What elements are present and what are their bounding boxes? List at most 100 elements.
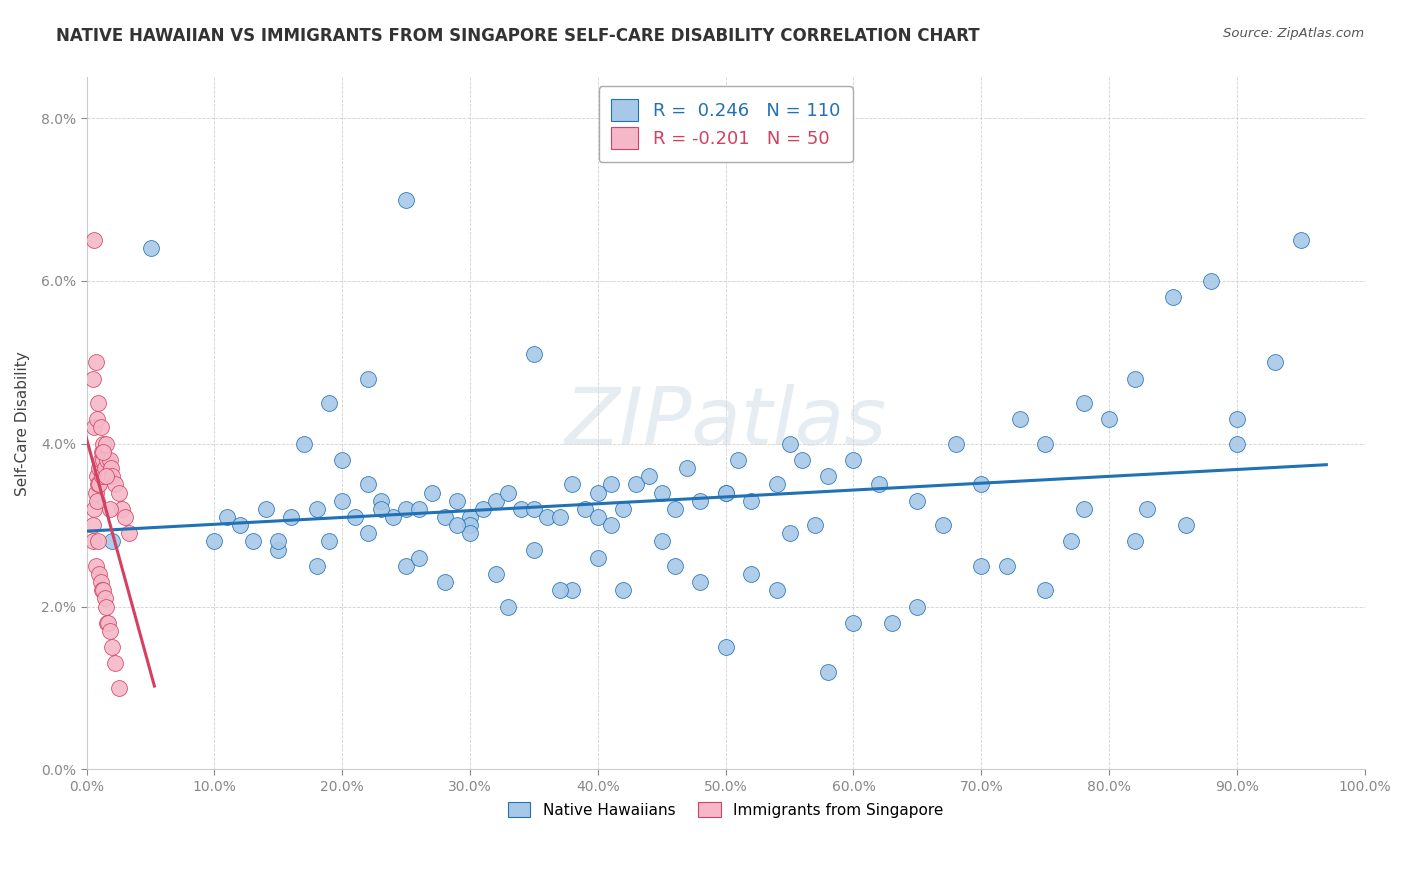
- Point: [498, 485, 520, 500]
- Point: [905, 493, 928, 508]
- Point: [599, 477, 621, 491]
- Point: [1174, 518, 1197, 533]
- Point: [91, 583, 114, 598]
- Point: [727, 453, 749, 467]
- Point: [868, 477, 890, 491]
- Point: [370, 493, 392, 508]
- Point: [84, 355, 107, 369]
- Point: [586, 510, 609, 524]
- Point: [104, 477, 127, 491]
- Point: [651, 534, 673, 549]
- Point: [357, 477, 380, 491]
- Point: [523, 501, 546, 516]
- Point: [83, 501, 105, 516]
- Point: [574, 501, 596, 516]
- Point: [548, 510, 571, 524]
- Point: [97, 469, 120, 483]
- Point: [89, 461, 111, 475]
- Point: [689, 493, 711, 508]
- Point: [624, 477, 647, 491]
- Point: [817, 469, 839, 483]
- Point: [1201, 274, 1223, 288]
- Point: [382, 510, 405, 524]
- Point: [995, 558, 1018, 573]
- Point: [740, 566, 762, 581]
- Point: [357, 526, 380, 541]
- Point: [740, 493, 762, 508]
- Point: [765, 477, 787, 491]
- Point: [98, 501, 121, 516]
- Text: ZIPatlas: ZIPatlas: [565, 384, 887, 462]
- Point: [395, 558, 418, 573]
- Point: [292, 436, 315, 450]
- Point: [932, 518, 955, 533]
- Point: [89, 477, 111, 491]
- Point: [714, 485, 737, 500]
- Point: [804, 518, 827, 533]
- Point: [90, 453, 112, 467]
- Point: [779, 526, 801, 541]
- Point: [87, 396, 110, 410]
- Point: [1073, 501, 1095, 516]
- Point: [1123, 534, 1146, 549]
- Point: [280, 510, 302, 524]
- Point: [107, 485, 129, 500]
- Point: [765, 583, 787, 598]
- Point: [357, 371, 380, 385]
- Point: [89, 566, 111, 581]
- Point: [254, 501, 277, 516]
- Point: [1073, 396, 1095, 410]
- Point: [612, 583, 634, 598]
- Point: [114, 510, 136, 524]
- Point: [94, 469, 117, 483]
- Point: [242, 534, 264, 549]
- Point: [880, 615, 903, 630]
- Point: [267, 534, 290, 549]
- Point: [395, 501, 418, 516]
- Point: [305, 558, 328, 573]
- Point: [101, 640, 124, 655]
- Point: [485, 566, 508, 581]
- Point: [420, 485, 443, 500]
- Point: [118, 526, 141, 541]
- Point: [98, 624, 121, 638]
- Point: [471, 501, 494, 516]
- Point: [94, 599, 117, 614]
- Point: [446, 518, 468, 533]
- Point: [664, 558, 686, 573]
- Point: [267, 542, 290, 557]
- Point: [82, 534, 104, 549]
- Point: [842, 615, 865, 630]
- Point: [1008, 412, 1031, 426]
- Point: [945, 436, 967, 450]
- Point: [1289, 233, 1312, 247]
- Point: [98, 453, 121, 467]
- Point: [139, 241, 162, 255]
- Point: [91, 583, 114, 598]
- Point: [111, 501, 134, 516]
- Point: [87, 477, 110, 491]
- Y-axis label: Self-Care Disability: Self-Care Disability: [15, 351, 30, 496]
- Point: [905, 599, 928, 614]
- Point: [689, 575, 711, 590]
- Point: [217, 510, 239, 524]
- Point: [676, 461, 699, 475]
- Text: NATIVE HAWAIIAN VS IMMIGRANTS FROM SINGAPORE SELF-CARE DISABILITY CORRELATION CH: NATIVE HAWAIIAN VS IMMIGRANTS FROM SINGA…: [56, 27, 980, 45]
- Point: [1033, 583, 1056, 598]
- Point: [344, 510, 367, 524]
- Point: [318, 534, 340, 549]
- Point: [91, 445, 114, 459]
- Point: [101, 469, 124, 483]
- Point: [714, 485, 737, 500]
- Point: [842, 453, 865, 467]
- Point: [96, 453, 118, 467]
- Point: [204, 534, 226, 549]
- Point: [523, 347, 546, 361]
- Point: [305, 501, 328, 516]
- Point: [1161, 290, 1184, 304]
- Point: [93, 461, 115, 475]
- Point: [91, 453, 114, 467]
- Point: [91, 469, 114, 483]
- Point: [1123, 371, 1146, 385]
- Point: [779, 436, 801, 450]
